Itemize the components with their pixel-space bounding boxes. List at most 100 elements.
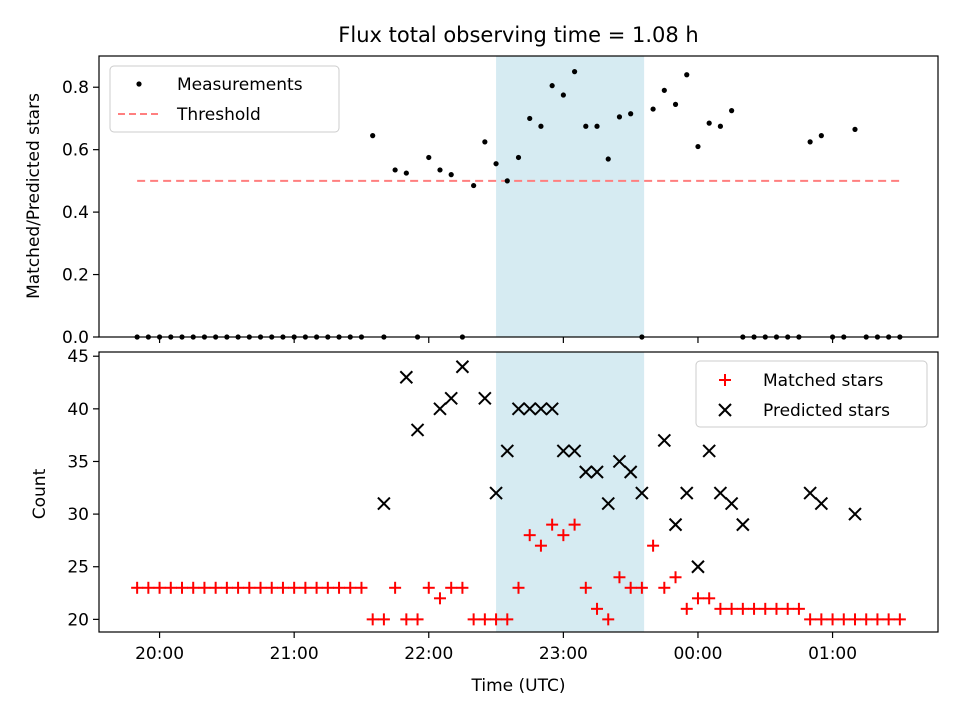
predicted-star-point [410,423,425,437]
predicted-star-point [680,486,694,500]
predicted-star-point [691,560,705,574]
measurement-point [504,178,510,184]
predicted-star-point [489,486,503,500]
legend-matched-label: Matched stars [763,371,883,391]
x-tick-label: 21:00 [270,644,319,664]
x-tick-label: 22:00 [404,644,453,664]
legend-predicted-label: Predicted stars [763,401,890,421]
measurement-point [717,123,723,129]
legend-measurements-label: Measurements [177,75,303,95]
measurement-point [729,108,735,114]
measurement-point [852,126,858,132]
bottom-y-tick-label: 25 [67,558,89,578]
legend-threshold-label: Threshold [176,105,261,125]
measurement-point [650,106,656,112]
measurement-point [549,83,555,89]
matched-star-point [288,581,301,594]
measurement-point [493,161,499,167]
matched-star-point [871,613,884,626]
bottom-y-axis-label: Count [30,468,50,519]
measurement-point [594,123,600,129]
matched-star-point [243,581,256,594]
matched-star-point [714,602,727,615]
matched-star-point [893,613,906,626]
top-axes-frame [98,55,939,338]
measurement-point [515,154,522,161]
bottom-y-tick-label: 20 [67,610,89,630]
matched-star-point [691,592,704,605]
matched-star-point [658,581,671,594]
predicted-star-point [848,507,862,521]
top-y-tick-label: 0.2 [62,266,89,286]
top-panel: 0.0 0.2 0.4 0.6 0.8 Flux total observing tim… [24,23,939,348]
predicted-star-point [534,402,548,416]
predicted-star-point [724,496,739,511]
matched-star-point [736,602,749,615]
matched-star-point [355,581,368,594]
matched-star-point [478,613,491,626]
matched-star-point [826,613,839,626]
matched-star-point [433,592,446,605]
top-y-tick-label: 0.8 [62,78,89,98]
predicted-star-point [803,486,817,500]
matched-star-point [804,613,817,626]
predicted-star-point [545,402,559,416]
predicted-star-point [601,496,615,511]
matched-star-point [164,581,177,594]
top-chart-title: Flux total observing time = 1.08 h [338,23,698,47]
matched-star-point [792,602,805,615]
bottom-observing-window [496,352,645,632]
matched-star-point [613,571,626,584]
matched-star-point [131,581,144,594]
matched-star-point [209,581,222,594]
bottom-y-tick-label: 35 [67,452,89,472]
matched-star-point [501,613,514,626]
predicted-star-point [377,496,391,511]
matched-star-point [815,613,828,626]
matched-star-point [860,613,873,626]
top-y-tick-label: 0.0 [62,328,89,348]
measurement-point [571,69,578,75]
measurement-point [661,87,667,93]
matched-star-point [310,581,323,594]
matched-star-point [680,602,693,615]
top-y-tick-label: 0.6 [62,141,89,161]
matched-star-point [523,529,536,542]
legend-predicted-marker [718,403,732,417]
measurement-point [448,172,454,178]
measurement-point [560,92,566,98]
matched-star-point [837,613,850,626]
matched-star-point [781,602,794,615]
bottom-axes-frame [98,351,939,633]
matched-star-point [299,581,312,594]
measurement-point [437,167,443,173]
matched-star-point [445,581,458,594]
measurement-point [471,182,477,189]
predicted-star-point [444,391,458,406]
predicted-star-point [567,444,582,458]
matched-star-point [276,581,289,594]
matched-star-point [422,581,435,594]
measurement-point [684,72,690,78]
matched-star-point [703,592,716,605]
predicted-star-point [814,496,829,511]
measurement-point [672,101,679,107]
predicted-star-point [612,454,627,469]
predicted-star-point [399,370,414,384]
measurement-point [482,139,488,145]
matched-star-point [344,581,357,594]
bottom-y-tick-label: 40 [67,400,89,420]
bottom-x-ticks: 20:00 21:00 22:00 23:00 00:00 01:00 [135,632,857,664]
bottom-panel: 20 25 30 35 40 45 20:00 21:00 22:00 23:00 00:00 01… [30,347,939,696]
top-y-ticks: 0.0 0.2 0.4 0.6 0.8 [62,78,99,348]
measurement-point [426,154,432,161]
measurement-point [628,111,634,117]
measurement-point [706,120,712,126]
matched-star-point [568,518,581,531]
matched-star-point [848,613,861,626]
measurement-point [392,167,398,173]
predicted-star-point [556,444,571,458]
matched-star-point [176,581,189,594]
measurement-point [370,133,376,139]
x-tick-label: 01:00 [808,644,857,664]
